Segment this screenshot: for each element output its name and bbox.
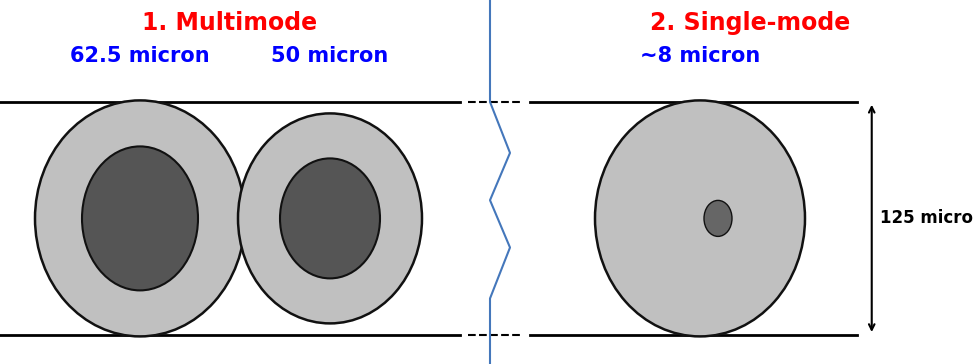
Text: 125 micron: 125 micron: [880, 209, 974, 228]
Text: 62.5 micron: 62.5 micron: [70, 46, 209, 66]
Text: 2. Single-mode: 2. Single-mode: [650, 11, 850, 35]
Text: 50 micron: 50 micron: [272, 46, 389, 66]
Ellipse shape: [704, 201, 732, 236]
Ellipse shape: [82, 146, 198, 290]
Ellipse shape: [238, 114, 422, 323]
Text: 1. Multimode: 1. Multimode: [142, 11, 318, 35]
Ellipse shape: [280, 158, 380, 278]
Text: ~8 micron: ~8 micron: [640, 46, 760, 66]
Ellipse shape: [595, 100, 805, 336]
Ellipse shape: [35, 100, 245, 336]
